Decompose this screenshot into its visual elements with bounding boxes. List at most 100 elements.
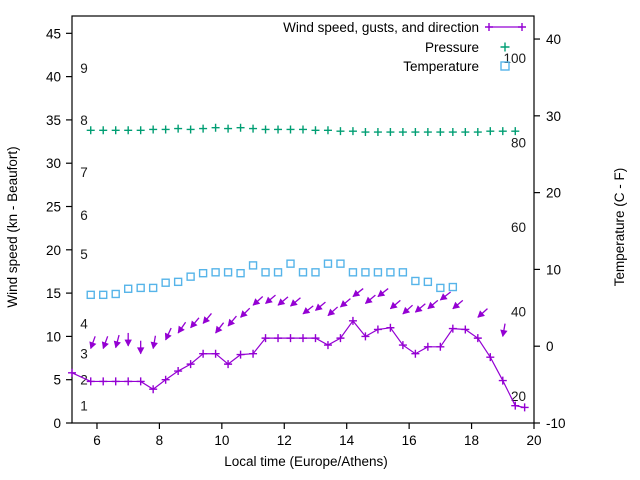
- wind-speed-marker: [299, 334, 307, 343]
- pressure-marker: [511, 127, 520, 136]
- bottom-tick-label: 6: [93, 433, 101, 448]
- beaufort-scale-labels: 1 2 3 4 5 6 7 8 9: [80, 61, 88, 414]
- wind-speed-marker: [161, 375, 170, 384]
- pressure-marker: [448, 128, 457, 137]
- pressure-marker: [86, 126, 95, 135]
- wind-direction-arrows: [89, 288, 508, 355]
- wind-speed-marker: [336, 334, 345, 343]
- pressure-marker: [186, 125, 195, 134]
- legend-swatch-pressure: [500, 42, 510, 52]
- fahrenheit-label: 40: [511, 305, 526, 320]
- temperature-marker: [323, 259, 333, 268]
- beaufort-label: 6: [80, 208, 88, 223]
- wind-speed-marker: [348, 316, 357, 325]
- wind-direction-arrow: [364, 294, 376, 304]
- temperature-marker: [398, 268, 408, 277]
- bottom-tick-label: 18: [464, 433, 479, 448]
- wind-direction-arrow: [190, 317, 200, 329]
- temperature-marker: [311, 268, 320, 277]
- wind-speed-marker: [249, 349, 258, 358]
- wind-direction-arrow: [227, 315, 237, 327]
- left-tick-label: 10: [46, 329, 61, 344]
- wind-speed-marker: [398, 341, 407, 350]
- wind-speed-marker: [486, 353, 495, 362]
- right-tick-label: 30: [546, 109, 561, 124]
- wind-direction-arrow: [215, 322, 225, 334]
- left-tick-label: 0: [53, 416, 61, 431]
- temperature-marker: [273, 268, 283, 277]
- wind-speed-marker: [274, 334, 283, 343]
- wind-direction-arrow: [500, 323, 508, 338]
- fahrenheit-label: 20: [511, 389, 526, 404]
- wind-speed-marker: [174, 367, 183, 376]
- wind-speed-marker: [423, 342, 432, 351]
- wind-speed-marker: [86, 377, 95, 386]
- pressure-marker: [99, 126, 108, 135]
- fahrenheit-label: 80: [511, 136, 526, 151]
- left-tick-label: 15: [46, 286, 61, 301]
- wind-speed-series: [68, 316, 529, 412]
- pressure-marker: [199, 124, 208, 133]
- wind-direction-arrow: [302, 305, 314, 315]
- bottom-axis-ticks: 6 8 10 12 14 16 18 20: [93, 423, 542, 448]
- plot-frame: [71, 15, 535, 424]
- wind-direction-arrow: [101, 336, 109, 350]
- temperature-marker: [161, 278, 170, 287]
- pressure-marker: [423, 128, 432, 137]
- wind-speed-marker: [411, 349, 420, 358]
- wind-speed-marker: [323, 341, 332, 350]
- temperature-marker: [298, 268, 308, 277]
- wind-direction-arrow: [124, 332, 132, 347]
- plot-border: [71, 15, 535, 424]
- temperature-marker: [436, 283, 445, 293]
- temperature-marker: [361, 268, 370, 277]
- bottom-tick-label: 10: [214, 433, 229, 448]
- wind-speed-marker: [211, 349, 220, 358]
- left-axis-ticks: 0 5 10 15 20 25 30 35 40 45: [46, 26, 72, 431]
- left-tick-label: 20: [46, 243, 61, 258]
- beaufort-label: 7: [80, 165, 88, 180]
- temperature-marker: [386, 268, 395, 277]
- temperature-marker: [186, 272, 195, 281]
- pressure-marker: [386, 128, 395, 137]
- left-tick-label: 45: [46, 26, 61, 41]
- wind-direction-arrow: [339, 298, 351, 308]
- temperature-marker: [286, 259, 295, 268]
- pressure-marker: [486, 127, 495, 136]
- pressure-marker: [161, 125, 170, 134]
- chart-legend: Wind speed, gusts, and direction Pressure…: [283, 20, 526, 74]
- pressure-marker: [111, 126, 120, 135]
- wind-direction-arrow: [164, 327, 172, 341]
- wind-direction-arrow: [150, 335, 158, 350]
- wind-speed-marker: [311, 334, 320, 343]
- wind-speed-marker: [136, 377, 145, 386]
- wind-direction-arrow: [414, 303, 426, 313]
- wind-direction-arrow: [427, 299, 439, 310]
- wind-direction-arrow: [177, 321, 187, 334]
- pressure-marker: [149, 125, 158, 134]
- temperature-marker: [111, 289, 120, 299]
- pressure-marker: [136, 126, 145, 135]
- wind-speed-marker: [511, 401, 520, 410]
- left-tick-label: 25: [46, 200, 61, 215]
- temperature-marker: [148, 283, 158, 293]
- wind-speed-marker: [261, 334, 270, 343]
- beaufort-label: 8: [80, 113, 88, 128]
- wind-direction-arrow: [477, 308, 488, 318]
- right-tick-label: 10: [546, 262, 561, 277]
- temperature-marker: [211, 268, 220, 277]
- left-axis-title: Wind speed (kn - Beaufort): [5, 146, 20, 307]
- pressure-marker: [249, 124, 258, 133]
- pressure-marker: [473, 128, 482, 137]
- left-tick-label: 5: [53, 373, 61, 388]
- pressure-marker: [373, 128, 382, 137]
- bottom-tick-label: 16: [402, 433, 417, 448]
- wind-speed-marker: [386, 323, 395, 332]
- wind-direction-arrow: [265, 294, 276, 304]
- pressure-marker: [411, 128, 420, 137]
- temperature-marker: [136, 283, 145, 293]
- wind-direction-arrow: [352, 288, 364, 298]
- temperature-marker: [223, 268, 233, 277]
- pressure-marker: [436, 128, 445, 137]
